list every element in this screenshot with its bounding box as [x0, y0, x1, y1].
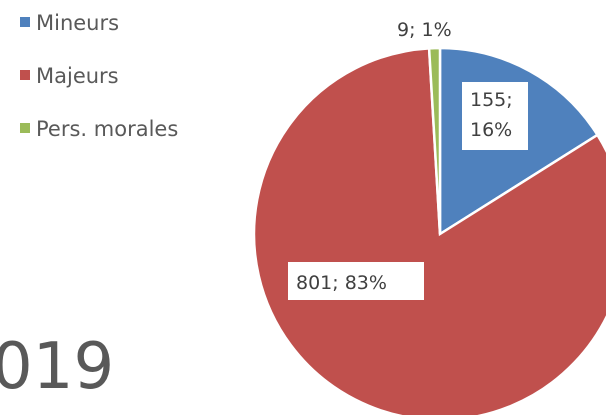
legend-swatch	[20, 123, 30, 133]
legend-label: Majeurs	[36, 64, 119, 88]
title-fragment: 019	[0, 330, 114, 404]
legend-label: Mineurs	[36, 11, 119, 35]
data-label: 155; 16%	[470, 89, 513, 141]
pie-slice	[252, 46, 606, 415]
data-label: 9; 1%	[397, 19, 452, 41]
legend-swatch	[20, 70, 30, 80]
legend-label: Pers. morales	[36, 117, 178, 141]
data-label-box	[462, 82, 528, 150]
data-label: 801; 83%	[296, 272, 387, 294]
legend-swatch	[20, 17, 30, 27]
data-label-box	[288, 262, 424, 300]
pie-slice	[427, 46, 442, 235]
